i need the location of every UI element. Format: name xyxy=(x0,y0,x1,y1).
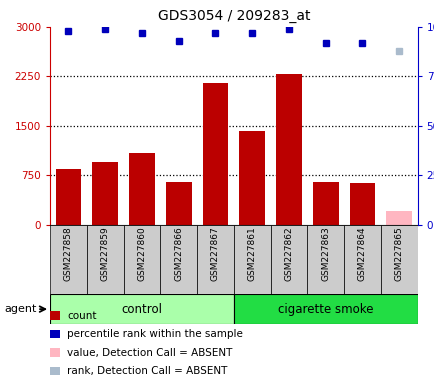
Text: percentile rank within the sample: percentile rank within the sample xyxy=(67,329,243,339)
Bar xyxy=(385,212,411,225)
Bar xyxy=(233,294,417,324)
Text: agent: agent xyxy=(4,304,36,314)
Text: GSM227858: GSM227858 xyxy=(64,227,73,281)
Bar xyxy=(349,183,375,225)
Bar xyxy=(123,225,160,294)
Bar xyxy=(160,225,197,294)
Text: GSM227867: GSM227867 xyxy=(210,227,220,281)
Text: value, Detection Call = ABSENT: value, Detection Call = ABSENT xyxy=(67,348,232,358)
Bar xyxy=(87,225,123,294)
Text: GSM227864: GSM227864 xyxy=(357,227,366,281)
Text: control: control xyxy=(121,303,162,316)
Bar xyxy=(197,225,233,294)
Bar xyxy=(92,162,118,225)
Bar xyxy=(312,182,338,225)
Text: GSM227862: GSM227862 xyxy=(284,227,293,281)
Text: GSM227863: GSM227863 xyxy=(320,227,329,281)
Bar xyxy=(50,294,233,324)
Text: GSM227860: GSM227860 xyxy=(137,227,146,281)
Bar xyxy=(165,182,191,225)
Text: GSM227861: GSM227861 xyxy=(247,227,256,281)
Text: GSM227859: GSM227859 xyxy=(100,227,109,281)
Bar xyxy=(380,225,417,294)
Text: GSM227866: GSM227866 xyxy=(174,227,183,281)
Bar xyxy=(129,154,155,225)
Text: cigarette smoke: cigarette smoke xyxy=(277,303,373,316)
Bar xyxy=(307,225,343,294)
Bar xyxy=(239,131,264,225)
Bar xyxy=(50,225,87,294)
Text: GSM227865: GSM227865 xyxy=(394,227,403,281)
Text: count: count xyxy=(67,311,97,321)
Bar xyxy=(343,225,380,294)
Title: GDS3054 / 209283_at: GDS3054 / 209283_at xyxy=(157,9,309,23)
Bar xyxy=(202,83,228,225)
Text: rank, Detection Call = ABSENT: rank, Detection Call = ABSENT xyxy=(67,366,227,376)
Bar xyxy=(270,225,306,294)
Bar xyxy=(276,74,301,225)
Bar xyxy=(56,169,81,225)
Bar xyxy=(233,225,270,294)
